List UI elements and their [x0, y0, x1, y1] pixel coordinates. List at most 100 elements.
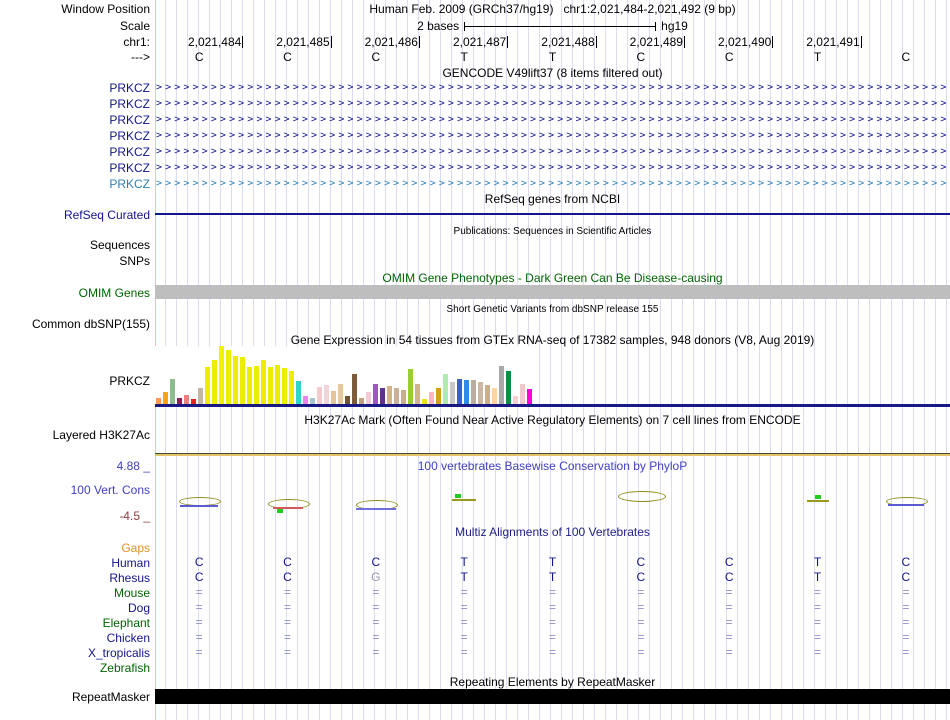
multiz-alignment-cell: = [548, 585, 556, 599]
gtex-tissue-bar [471, 380, 476, 404]
multiz-alignment-cell: = [283, 585, 291, 599]
multiz-alignment-cell: C [636, 570, 646, 584]
reference-base: C [901, 50, 911, 64]
multiz-alignment-cell: T [460, 555, 468, 569]
layered-h3k27ac-label[interactable]: Layered H3K27Ac [52, 428, 150, 442]
multiz-alignment-cell: = [813, 585, 821, 599]
repeatmasker-label[interactable]: RepeatMasker [71, 690, 150, 704]
gencode-track-title: GENCODE V49lift37 (8 items filtered out) [442, 66, 663, 80]
omim-gene-bar[interactable] [155, 285, 950, 299]
multiz-species-label[interactable]: Human [111, 556, 150, 570]
multiz-species-label[interactable]: Gaps [121, 541, 150, 555]
gtex-tissue-bar [366, 392, 371, 404]
multiz-species-label[interactable]: Elephant [102, 616, 150, 630]
gtex-expression-barchart[interactable] [155, 346, 534, 404]
chrom-label: chr1: [123, 35, 150, 49]
multiz-alignment-cell: = [195, 630, 203, 644]
gtex-tissue-bar [289, 371, 294, 404]
multiz-species-label[interactable]: Rhesus [109, 571, 150, 585]
gencode-gene-label[interactable]: PRKCZ [109, 81, 150, 95]
multiz-alignment-cell: = [372, 600, 380, 614]
multiz-alignment-cell: = [548, 615, 556, 629]
multiz-alignment-cell: = [548, 600, 556, 614]
gtex-tissue-bar [170, 379, 175, 404]
multiz-species-label[interactable]: Chicken [106, 631, 150, 645]
phylop-dash-mark [272, 507, 303, 509]
gtex-tissue-bar [464, 380, 469, 404]
h3k27ac-signal-top[interactable] [155, 453, 950, 454]
multiz-species-label[interactable]: Mouse [113, 586, 150, 600]
multiz-alignment-cell: = [460, 585, 468, 599]
gtex-gene-label[interactable]: PRKCZ [109, 374, 150, 388]
dbsnp-track-title: Short Genetic Variants from dbSNP releas… [446, 304, 659, 315]
repeatmasker-track-title: Repeating Elements by RepeatMasker [449, 675, 656, 689]
gtex-tissue-bar [352, 374, 357, 404]
multiz-species-label[interactable]: Dog [127, 601, 150, 615]
gtex-tissue-bar [422, 399, 427, 404]
multiz-alignment-cell: T [548, 570, 557, 584]
assembly-name: hg19 [661, 19, 688, 33]
scale-value: 2 bases [417, 19, 460, 33]
h3k27ac-track-title: H3K27Ac Mark (Often Found Near Active Re… [304, 413, 801, 427]
multiz-alignment-cell: = [725, 645, 733, 659]
gtex-tissue-bar [338, 384, 343, 404]
gencode-gene-label[interactable]: PRKCZ [109, 161, 150, 175]
gencode-transcript-arrows[interactable]: >>>>>>>>>>>>>>>>>>>>>>>>>>>>>>>>>>>>>>>>… [156, 146, 949, 157]
publications-snps-label[interactable]: SNPs [119, 254, 150, 268]
phylop-dash-mark [887, 504, 924, 506]
ruler-tick-mark [507, 35, 509, 48]
gencode-gene-label[interactable]: PRKCZ [109, 97, 150, 111]
multiz-alignment-cell: = [460, 630, 468, 644]
gencode-transcript-arrows[interactable]: >>>>>>>>>>>>>>>>>>>>>>>>>>>>>>>>>>>>>>>>… [156, 82, 949, 93]
multiz-alignment-cell: = [637, 600, 645, 614]
gtex-tissue-bar [205, 367, 210, 404]
phylop-dash-mark [806, 500, 829, 502]
gencode-gene-label[interactable]: PRKCZ [109, 129, 150, 143]
gencode-transcript-arrows[interactable]: >>>>>>>>>>>>>>>>>>>>>>>>>>>>>>>>>>>>>>>>… [156, 178, 949, 189]
gtex-track-title: Gene Expression in 54 tissues from GTEx … [290, 333, 815, 347]
omim-track-title: OMIM Gene Phenotypes - Dark Green Can Be… [382, 271, 723, 285]
gtex-tissue-bar [191, 399, 196, 404]
gtex-tissue-bar [331, 391, 336, 404]
multiz-alignment-cell: = [460, 615, 468, 629]
gencode-gene-label[interactable]: PRKCZ [109, 177, 150, 191]
multiz-species-label[interactable]: Zebrafish [99, 661, 150, 675]
gencode-gene-label[interactable]: PRKCZ [109, 113, 150, 127]
gencode-transcript-arrows[interactable]: >>>>>>>>>>>>>>>>>>>>>>>>>>>>>>>>>>>>>>>>… [156, 114, 949, 125]
window-position-label: Window Position [61, 2, 150, 16]
refseq-curated-label[interactable]: RefSeq Curated [63, 208, 150, 222]
gencode-transcript-arrows[interactable]: >>>>>>>>>>>>>>>>>>>>>>>>>>>>>>>>>>>>>>>>… [156, 162, 949, 173]
gencode-transcript-arrows[interactable]: >>>>>>>>>>>>>>>>>>>>>>>>>>>>>>>>>>>>>>>>… [156, 130, 949, 141]
omim-genes-label[interactable]: OMIM Genes [78, 286, 150, 300]
vert-cons-label[interactable]: 100 Vert. Cons [70, 483, 150, 497]
gencode-transcript-arrows[interactable]: >>>>>>>>>>>>>>>>>>>>>>>>>>>>>>>>>>>>>>>>… [156, 98, 949, 109]
multiz-species-label[interactable]: X_tropicalis [87, 646, 150, 660]
gencode-gene-label[interactable]: PRKCZ [109, 145, 150, 159]
reference-base: C [194, 50, 204, 64]
phylop-min-label: -4.5 _ [119, 509, 150, 523]
common-dbsnp-label[interactable]: Common dbSNP(155) [31, 317, 150, 331]
gtex-tissue-bar [310, 398, 315, 404]
gtex-tissue-bar [387, 386, 392, 404]
h3k27ac-signal[interactable] [155, 454, 950, 456]
publications-sequences-label[interactable]: Sequences [89, 238, 150, 252]
refseq-gene-bar[interactable] [155, 213, 950, 215]
phylop-square-mark [814, 495, 821, 499]
gtex-tissue-bar [436, 388, 441, 404]
multiz-alignment-cell: = [902, 630, 910, 644]
multiz-alignment-cell: C [194, 570, 204, 584]
gtex-tissue-bar [177, 398, 182, 404]
multiz-alignment-cell: G [371, 570, 381, 584]
gtex-tissue-bar [254, 366, 259, 404]
multiz-alignment-cell: = [725, 600, 733, 614]
reference-base: T [813, 50, 822, 64]
gtex-tissue-bar [184, 395, 189, 404]
reference-base: C [724, 50, 734, 64]
gtex-tissue-bar [268, 367, 273, 404]
gtex-tissue-bar [506, 371, 511, 404]
repeatmasker-bar[interactable] [155, 689, 950, 704]
gtex-tissue-bar [226, 350, 231, 404]
multiz-alignment-cell: = [902, 585, 910, 599]
ruler-tick-mark [683, 35, 685, 48]
